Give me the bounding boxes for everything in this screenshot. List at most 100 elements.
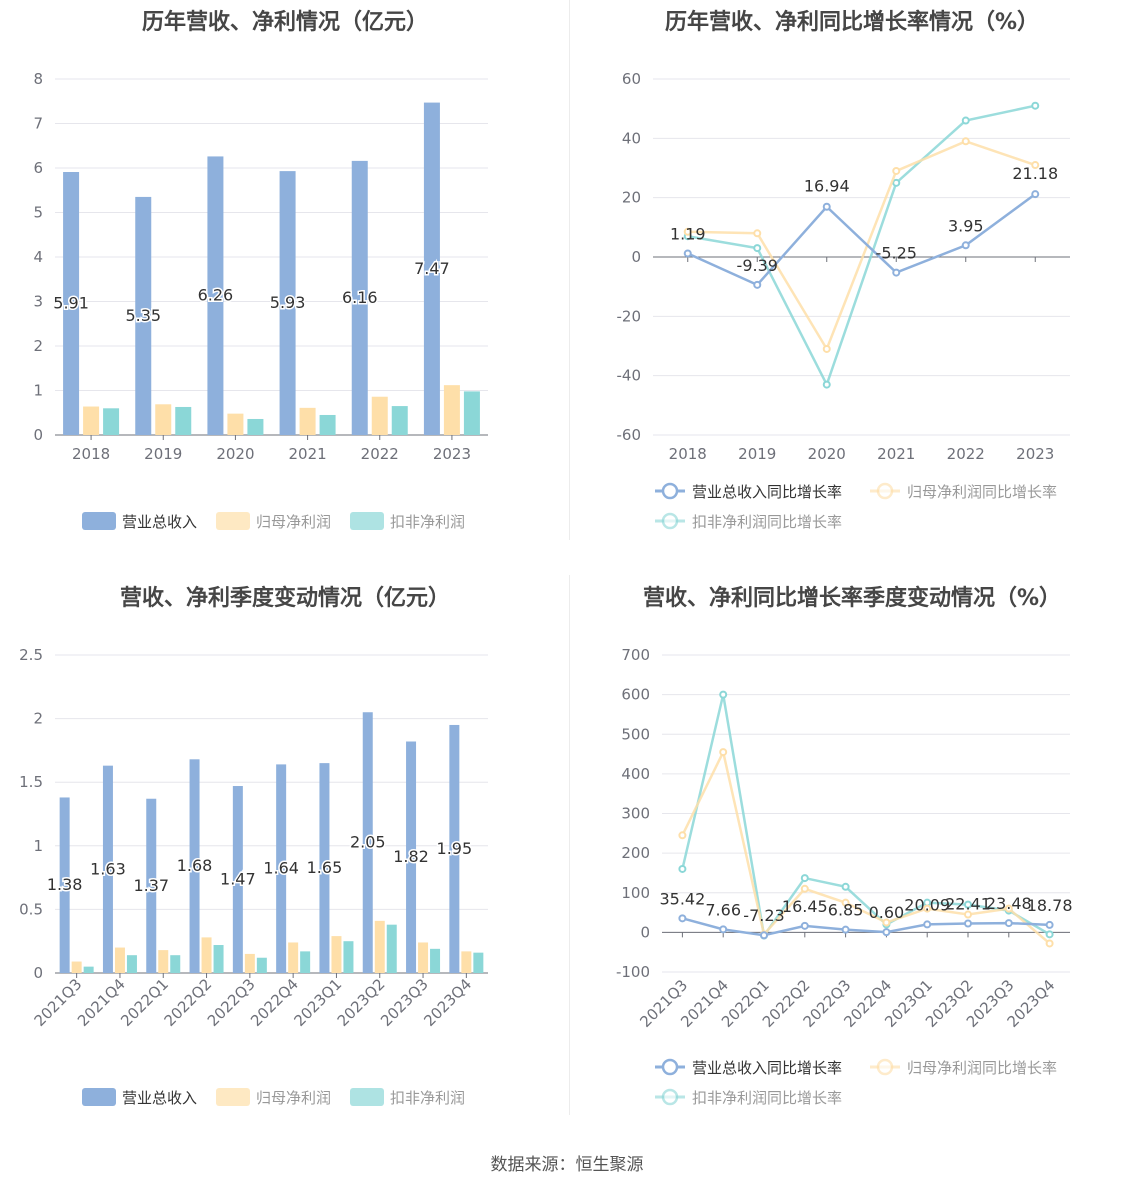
data-source-note: 数据来源：恒生聚源 xyxy=(490,1155,644,1175)
legend-swatch xyxy=(82,1088,116,1106)
data-label: 23.48 xyxy=(986,894,1032,913)
bar xyxy=(449,724,460,973)
bar xyxy=(391,406,408,435)
data-point xyxy=(822,380,831,389)
bar xyxy=(423,102,440,436)
legend-label: 归母净利润 xyxy=(256,1089,331,1107)
bar xyxy=(83,406,100,435)
y-tick-label: 6 xyxy=(33,159,43,177)
y-tick-label: 8 xyxy=(33,70,43,88)
x-tick-label: 2023 xyxy=(433,445,471,463)
legend-label: 扣非净利润同比增长率 xyxy=(692,513,842,531)
legend-label: 扣非净利润 xyxy=(390,1089,465,1107)
y-tick-label: 60 xyxy=(622,70,641,88)
y-tick-label: 1 xyxy=(33,382,43,400)
data-label: 1.47 xyxy=(220,870,256,889)
chart-title: 历年营收、净利情况（亿元） xyxy=(141,10,428,35)
bar xyxy=(473,952,484,973)
legend-swatch xyxy=(216,1088,250,1106)
bar xyxy=(406,741,417,973)
bar xyxy=(126,955,137,973)
data-point xyxy=(822,202,831,211)
bar xyxy=(319,414,336,435)
data-label: 20.09 xyxy=(904,895,950,914)
legend-marker xyxy=(876,1058,894,1076)
x-tick-label: 2020 xyxy=(216,445,254,463)
bar xyxy=(102,765,113,973)
y-tick-label: 5 xyxy=(33,204,43,222)
vertical-divider-top xyxy=(569,0,570,540)
legend-swatch xyxy=(350,512,384,530)
data-label: 7.66 xyxy=(705,900,741,919)
x-tick-label: 2023 xyxy=(1016,445,1054,463)
bar xyxy=(244,953,255,973)
data-label: 16.45 xyxy=(782,897,828,916)
series-line xyxy=(687,193,1036,287)
bar xyxy=(351,160,368,435)
data-label: 21.18 xyxy=(1012,164,1058,183)
data-label: 6.16 xyxy=(342,288,378,307)
bar xyxy=(189,759,200,973)
bar xyxy=(418,942,429,973)
y-tick-label: 2.5 xyxy=(19,646,43,664)
y-tick-label: 300 xyxy=(621,805,650,823)
bar xyxy=(443,385,460,435)
quarterly-line-chart: -10001002003004005006007002021Q32021Q420… xyxy=(616,646,1073,1107)
data-label: 1.38 xyxy=(47,875,83,894)
bar xyxy=(59,797,70,973)
bar xyxy=(207,156,224,435)
bar xyxy=(343,941,354,973)
data-point xyxy=(841,898,850,907)
data-point xyxy=(1031,161,1040,170)
y-tick-label: -60 xyxy=(617,426,642,444)
data-label: 1.95 xyxy=(437,839,473,858)
legend-marker xyxy=(661,512,679,530)
y-tick-label: 2 xyxy=(33,710,43,728)
bar xyxy=(299,407,316,435)
data-point xyxy=(753,244,762,253)
y-tick-label: 500 xyxy=(621,725,650,743)
bar xyxy=(103,408,120,435)
data-point xyxy=(882,928,891,937)
data-point xyxy=(683,227,692,236)
data-label: -9.39 xyxy=(737,256,778,275)
bar xyxy=(331,936,342,973)
annual-bar-chart: 0 1 2 3 4 5 6 7 8 2018 2019 2020 2021 2022 2023 5.91 5.3… xyxy=(33,70,488,531)
data-point xyxy=(1031,101,1040,110)
y-tick-label: -100 xyxy=(616,963,650,981)
bar xyxy=(256,957,267,973)
legend-label: 归母净利润同比增长率 xyxy=(907,483,1057,501)
y-tick-label: -20 xyxy=(617,307,642,325)
bar xyxy=(155,404,172,435)
data-label: 0.60 xyxy=(869,903,905,922)
legend-label: 归母净利润同比增长率 xyxy=(907,1059,1057,1077)
bar xyxy=(374,920,385,973)
x-tick-label: 2021 xyxy=(877,445,915,463)
data-point xyxy=(753,280,762,289)
bar xyxy=(430,948,441,973)
bar xyxy=(276,764,287,973)
quarterly-growth-panel: 营收、净利同比增长率季度变动情况（%） -100 0 100 200 300 400 500… xyxy=(570,576,1134,1136)
y-tick-label: 200 xyxy=(621,844,650,862)
chart-title: 历年营收、净利同比增长率情况（%） xyxy=(664,10,1040,35)
data-point xyxy=(822,344,831,353)
chart-title: 营收、净利季度变动情况（亿元） xyxy=(119,586,450,611)
data-point xyxy=(964,910,972,919)
legend-label: 营业总收入 xyxy=(122,513,197,531)
data-point xyxy=(719,748,728,757)
legend-marker xyxy=(661,1058,679,1076)
data-point xyxy=(892,268,901,277)
bar xyxy=(463,391,480,435)
data-label: 7.47 xyxy=(414,259,450,278)
series-line xyxy=(681,748,1051,945)
x-tick-label: 2023Q4 xyxy=(420,975,475,1030)
data-point xyxy=(1031,190,1040,199)
data-point xyxy=(753,229,762,238)
legend-swatch xyxy=(216,512,250,530)
x-tick-label: 2021 xyxy=(288,445,326,463)
y-tick-label: 7 xyxy=(33,115,43,133)
legend-marker xyxy=(661,1088,679,1106)
data-label: 2.05 xyxy=(350,833,386,852)
data-point xyxy=(1045,930,1054,939)
data-point xyxy=(892,178,901,187)
